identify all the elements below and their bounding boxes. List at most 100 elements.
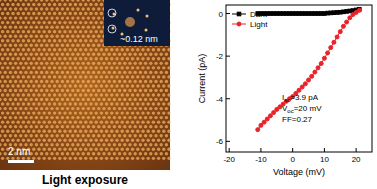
lattice-dot [48, 21, 51, 24]
lattice-dot [149, 80, 152, 83]
lattice-dot [123, 98, 126, 101]
lattice-dot [22, 12, 25, 15]
lattice-dot [162, 102, 165, 105]
lattice-dot [118, 80, 121, 83]
lattice-dot [40, 143, 43, 146]
lattice-dot [3, 152, 6, 155]
lattice-dot [97, 34, 100, 37]
lattice-dot [30, 134, 33, 137]
lattice-dot [123, 134, 126, 137]
lattice-dot [35, 0, 38, 2]
lattice-dot [6, 39, 9, 42]
lattice-dot [66, 7, 69, 10]
lattice-dot [24, 125, 27, 128]
lattice-dot [37, 93, 40, 96]
lattice-dot [97, 116, 100, 119]
lattice-dot [0, 7, 2, 10]
lattice-dot [53, 75, 56, 78]
lattice-dot [102, 125, 105, 128]
lattice-dot [32, 21, 35, 24]
lattice-dot [40, 98, 43, 101]
lattice-dot [160, 143, 163, 146]
lattice-dot [87, 71, 90, 74]
lattice-dot [17, 30, 20, 33]
lattice-dot [1, 75, 4, 78]
lattice-dot [118, 125, 121, 128]
lattice-dot [50, 116, 53, 119]
point [307, 78, 311, 82]
lattice-dot [97, 89, 100, 92]
lattice-dot [27, 66, 30, 69]
lattice-dot [149, 53, 152, 56]
point [329, 46, 333, 50]
lattice-dot [45, 143, 48, 146]
lattice-dot [100, 120, 103, 123]
lattice-dot [97, 134, 100, 137]
lattice-dot [27, 3, 30, 6]
lattice-dot [95, 111, 98, 114]
lattice-dot [50, 16, 53, 19]
lattice-dot [40, 125, 43, 128]
lattice-dot [1, 12, 4, 15]
lattice-dot [69, 30, 72, 33]
lattice-dot [139, 98, 142, 101]
lattice-dot [9, 98, 12, 101]
lattice-dot [6, 84, 9, 87]
lattice-dot [100, 93, 103, 96]
lattice-dot [105, 48, 108, 51]
lattice-dot [66, 134, 69, 137]
lattice-dot [48, 12, 51, 15]
lattice-dot [27, 39, 30, 42]
scale-label: 2 nm [8, 146, 30, 157]
lattice-dot [71, 116, 74, 119]
lattice-dot [74, 102, 77, 105]
lattice-dot [63, 129, 66, 132]
lattice-dot [149, 98, 152, 101]
lattice-dot [141, 129, 144, 132]
legend-marker [237, 22, 241, 26]
lattice-dot [128, 53, 131, 56]
lattice-dot [61, 98, 64, 101]
lattice-dot [76, 44, 79, 47]
lattice-dot [37, 157, 40, 160]
lattice-dot [24, 98, 27, 101]
lattice-dot [24, 16, 27, 19]
lattice-dot [32, 75, 35, 78]
lattice-dot [95, 12, 98, 15]
lattice-dot [84, 48, 87, 51]
lattice-dot [24, 7, 27, 10]
lattice-dot [95, 129, 98, 132]
lattice-dot [113, 134, 116, 137]
lattice-dot [40, 89, 43, 92]
lattice-dot [92, 16, 95, 19]
lattice-dot [92, 71, 95, 74]
lattice-dot [126, 57, 129, 60]
lattice-dot [30, 34, 33, 37]
lattice-dot [121, 75, 124, 78]
lattice-dot [89, 30, 92, 33]
lattice-dot [92, 25, 95, 28]
lattice-dot [152, 93, 155, 96]
y-tick [226, 141, 230, 142]
lattice-dot [131, 148, 134, 151]
lattice-dot [108, 89, 111, 92]
lattice-dot [63, 39, 66, 42]
lattice-dot [53, 111, 56, 114]
lattice-dot [100, 75, 103, 78]
lattice-dot [40, 80, 43, 83]
lattice-dot [76, 62, 79, 65]
lattice-dot [128, 125, 131, 128]
lattice-dot [136, 84, 139, 87]
lattice-dot [27, 120, 30, 123]
point [310, 74, 314, 78]
lattice-dot [79, 93, 82, 96]
lattice-dot [0, 0, 2, 2]
lattice-dot [17, 129, 20, 132]
lattice-dot [3, 25, 6, 28]
lattice-dot [144, 134, 147, 137]
lattice-dot [58, 12, 61, 15]
lattice-dot [1, 66, 4, 69]
lattice-dot [154, 62, 157, 65]
lattice-dot [121, 48, 124, 51]
lattice-dot [128, 89, 131, 92]
